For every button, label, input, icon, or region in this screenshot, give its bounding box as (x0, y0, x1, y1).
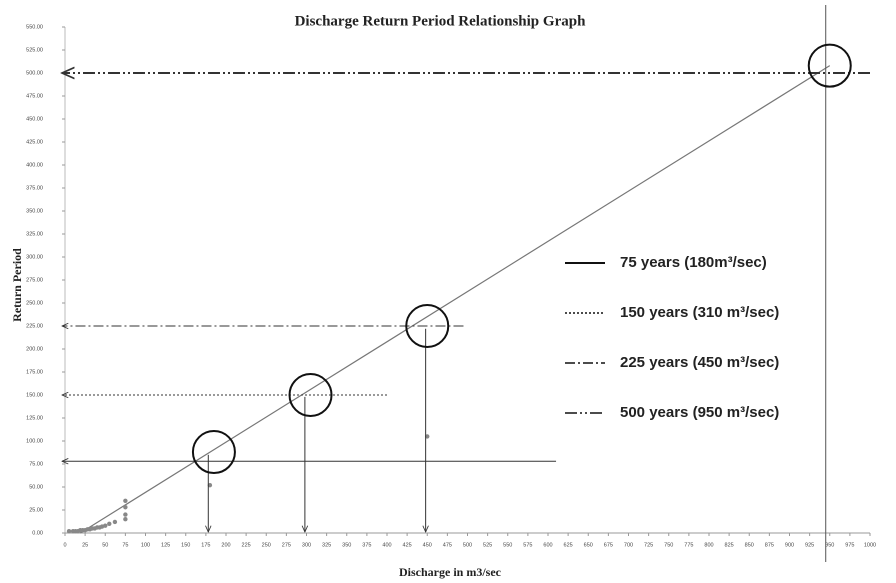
data-point (123, 512, 128, 517)
y-tick-label: 300.00 (26, 254, 43, 260)
legend-label: 500 years (950 m³/sec) (620, 404, 779, 421)
x-tick-label: 900 (785, 542, 794, 548)
y-tick-label: 100.00 (26, 438, 43, 444)
y-tick-label: 500.00 (26, 70, 43, 76)
y-tick-label: 350.00 (26, 208, 43, 214)
y-axis-label: Return Period (10, 248, 24, 322)
y-tick-label: 50.00 (29, 484, 43, 490)
y-tick-label: 150.00 (26, 392, 43, 398)
legend-label: 150 years (310 m³/sec) (620, 304, 779, 321)
x-tick-label: 175 (201, 542, 210, 548)
data-point (123, 505, 128, 510)
data-point (425, 434, 430, 439)
y-tick-label: 225.00 (26, 323, 43, 329)
y-tick-label: 250.00 (26, 300, 43, 306)
x-tick-label: 350 (342, 542, 351, 548)
x-tick-label: 400 (382, 542, 391, 548)
x-tick-label: 225 (242, 542, 251, 548)
x-tick-label: 750 (664, 542, 673, 548)
y-tick-label: 375.00 (26, 185, 43, 191)
y-tick-label: 475.00 (26, 93, 43, 99)
x-tick-label: 625 (564, 542, 573, 548)
x-tick-label: 125 (161, 542, 170, 548)
x-tick-label: 250 (262, 542, 271, 548)
x-tick-label: 450 (423, 542, 432, 548)
x-tick-label: 0 (63, 542, 66, 548)
x-tick-label: 675 (604, 542, 613, 548)
x-tick-label: 825 (725, 542, 734, 548)
x-tick-label: 975 (845, 542, 854, 548)
y-tick-label: 75.00 (29, 461, 43, 467)
y-tick-label: 125.00 (26, 415, 43, 421)
x-tick-label: 925 (805, 542, 814, 548)
y-tick-label: 525.00 (26, 47, 43, 53)
x-tick-label: 1000 (864, 542, 876, 548)
x-tick-label: 550 (503, 542, 512, 548)
data-point (66, 528, 72, 534)
y-tick-label: 275.00 (26, 277, 43, 283)
data-point (123, 498, 128, 503)
x-tick-label: 75 (122, 542, 128, 548)
y-tick-label: 400.00 (26, 162, 43, 168)
y-tick-label: 175.00 (26, 369, 43, 375)
y-tick-label: 25.00 (29, 507, 43, 513)
x-tick-label: 25 (82, 542, 88, 548)
data-point (123, 517, 128, 522)
legend-label: 225 years (450 m³/sec) (620, 354, 779, 371)
x-tick-label: 850 (745, 542, 754, 548)
x-tick-label: 950 (825, 542, 834, 548)
x-tick-label: 725 (644, 542, 653, 548)
data-point (103, 523, 108, 528)
x-tick-label: 275 (282, 542, 291, 548)
x-tick-label: 425 (403, 542, 412, 548)
data-point (107, 521, 112, 526)
x-tick-label: 475 (443, 542, 452, 548)
chart-title: Discharge Return Period Relationship Gra… (295, 13, 586, 29)
x-tick-label: 300 (302, 542, 311, 548)
data-point (207, 482, 213, 488)
y-tick-label: 550.00 (26, 24, 43, 30)
highlight-circle (288, 373, 333, 417)
highlight-circle (191, 430, 236, 475)
y-tick-label: 325.00 (26, 231, 43, 237)
x-tick-label: 50 (102, 542, 108, 548)
y-tick-label: 425.00 (26, 139, 43, 145)
highlight-circle (405, 304, 450, 348)
x-tick-label: 150 (181, 542, 190, 548)
x-tick-label: 500 (463, 542, 472, 548)
x-axis-label: Discharge in m3/sec (399, 565, 502, 579)
x-tick-label: 600 (543, 542, 552, 548)
x-tick-label: 700 (624, 542, 633, 548)
highlight-circle (807, 43, 852, 88)
x-tick-label: 800 (704, 542, 713, 548)
x-tick-label: 100 (141, 542, 150, 548)
x-tick-label: 200 (221, 542, 230, 548)
y-tick-label: 450.00 (26, 116, 43, 122)
trend-line (79, 65, 831, 534)
data-point (112, 519, 118, 525)
y-tick-label: 0.00 (32, 530, 43, 536)
x-tick-label: 525 (483, 542, 492, 548)
x-tick-label: 375 (362, 542, 371, 548)
x-tick-label: 775 (684, 542, 693, 548)
legend-label: 75 years (180m³/sec) (620, 254, 767, 271)
x-tick-label: 325 (322, 542, 331, 548)
y-tick-label: 200.00 (26, 346, 43, 352)
x-tick-label: 575 (523, 542, 532, 548)
x-tick-label: 875 (765, 542, 774, 548)
x-tick-label: 650 (584, 542, 593, 548)
